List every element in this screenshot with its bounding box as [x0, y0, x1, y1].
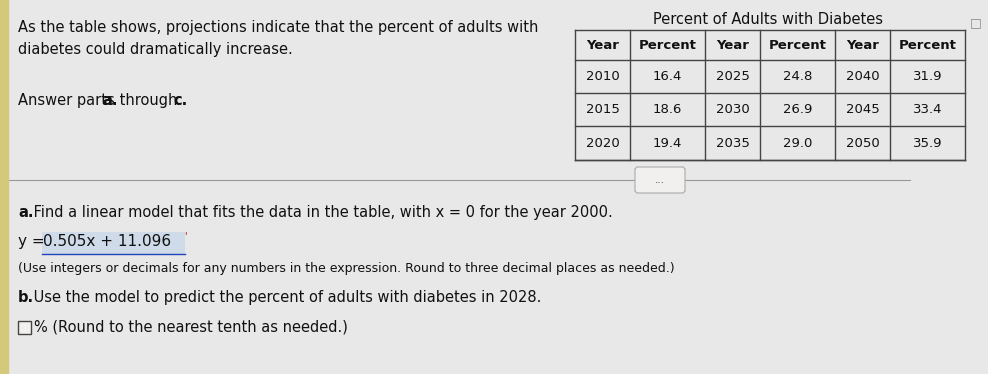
Text: 33.4: 33.4 [913, 103, 943, 116]
Text: 2045: 2045 [846, 103, 879, 116]
Text: Year: Year [586, 39, 618, 52]
Text: 26.9: 26.9 [782, 103, 812, 116]
Text: diabetes could dramatically increase.: diabetes could dramatically increase. [18, 42, 292, 57]
Text: Find a linear model that fits the data in the table, with x = 0 for the year 200: Find a linear model that fits the data i… [29, 205, 613, 220]
Text: b.: b. [18, 290, 35, 305]
Text: 29.0: 29.0 [782, 137, 812, 150]
Text: 24.8: 24.8 [782, 70, 812, 83]
Text: Year: Year [716, 39, 749, 52]
Text: ': ' [184, 231, 187, 241]
Text: 2025: 2025 [715, 70, 750, 83]
Text: c.: c. [173, 93, 188, 108]
FancyBboxPatch shape [635, 167, 685, 193]
Text: 2050: 2050 [846, 137, 879, 150]
Text: 31.9: 31.9 [913, 70, 943, 83]
Text: through: through [115, 93, 182, 108]
Text: Percent: Percent [638, 39, 697, 52]
Text: % (Round to the nearest tenth as needed.): % (Round to the nearest tenth as needed.… [34, 320, 348, 335]
Text: a.: a. [102, 93, 118, 108]
Text: 2015: 2015 [586, 103, 619, 116]
Bar [0, 0, 8, 374]
Text: 2030: 2030 [715, 103, 749, 116]
Text: (Use integers or decimals for any numbers in the expression. Round to three deci: (Use integers or decimals for any number… [18, 262, 675, 275]
Text: 16.4: 16.4 [653, 70, 682, 83]
Text: □: □ [970, 16, 982, 29]
Text: Year: Year [846, 39, 879, 52]
Text: 2035: 2035 [715, 137, 750, 150]
Text: 19.4: 19.4 [653, 137, 682, 150]
Text: ...: ... [655, 175, 665, 185]
Text: y =: y = [18, 234, 49, 249]
Text: 18.6: 18.6 [653, 103, 682, 116]
Text: Percent: Percent [898, 39, 956, 52]
Bar [42, 232, 185, 254]
Text: Answer parts: Answer parts [18, 93, 120, 108]
Text: Percent: Percent [769, 39, 826, 52]
Text: 2040: 2040 [846, 70, 879, 83]
Bar [18, 321, 31, 334]
Text: 2010: 2010 [586, 70, 619, 83]
Text: 2020: 2020 [586, 137, 619, 150]
Text: As the table shows, projections indicate that the percent of adults with: As the table shows, projections indicate… [18, 20, 538, 35]
Text: Use the model to predict the percent of adults with diabetes in 2028.: Use the model to predict the percent of … [29, 290, 541, 305]
Text: 35.9: 35.9 [913, 137, 943, 150]
Text: 0.505x + 11.096: 0.505x + 11.096 [43, 234, 171, 249]
Text: Percent of Adults with Diabetes: Percent of Adults with Diabetes [652, 12, 882, 27]
Text: a.: a. [18, 205, 34, 220]
